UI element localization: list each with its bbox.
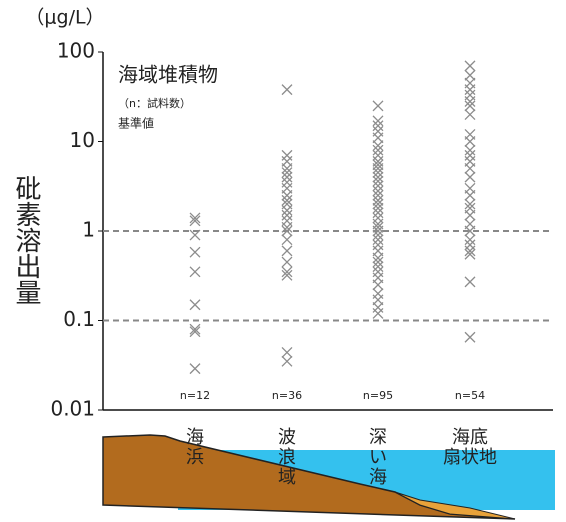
marker	[190, 267, 200, 277]
marker	[190, 247, 200, 257]
marker	[282, 177, 292, 187]
marker	[282, 235, 292, 245]
category-label: 海浜	[186, 427, 204, 468]
n-label: n=54	[455, 389, 485, 402]
marker	[373, 308, 383, 318]
n-label: n=36	[272, 389, 302, 402]
marker	[465, 85, 475, 95]
marker	[465, 172, 475, 182]
y-axis-title: 砒素溶出量	[11, 175, 41, 305]
y-tick-label: 10	[70, 128, 95, 152]
marker	[282, 257, 292, 267]
category-label: 波浪域	[278, 427, 296, 488]
marker	[282, 246, 292, 256]
marker	[373, 141, 383, 151]
marker	[465, 277, 475, 287]
y-tick-label: 0.01	[50, 397, 95, 421]
marker	[282, 190, 292, 200]
marker	[465, 190, 475, 200]
marker	[373, 145, 383, 155]
marker	[373, 240, 383, 250]
marker	[373, 181, 383, 191]
marker	[282, 356, 292, 366]
chart-title: 海域堆積物	[118, 63, 218, 87]
note: （n：試料数）	[118, 96, 191, 110]
marker	[373, 121, 383, 131]
y-tick-label: 1	[82, 218, 95, 242]
marker	[465, 61, 475, 71]
marker	[373, 235, 383, 245]
marker	[282, 85, 292, 95]
marker	[282, 150, 292, 160]
marker	[465, 137, 475, 147]
marker	[465, 240, 475, 250]
marker	[465, 110, 475, 120]
marker	[373, 101, 383, 111]
marker	[282, 210, 292, 220]
n-label: n=95	[363, 389, 393, 402]
chart: （μg/L） 海域堆積物 （n：試料数） 基準値 砒素溶出量 0.01 0.1 1 1…	[0, 0, 566, 522]
marker	[465, 332, 475, 342]
marker	[373, 208, 383, 218]
marker	[373, 262, 383, 272]
category-label: 海底扇状地	[443, 427, 497, 468]
marker	[282, 172, 292, 182]
marker	[190, 324, 200, 334]
n-label: n=12	[180, 389, 210, 402]
marker	[465, 163, 475, 173]
marker	[465, 145, 475, 155]
y-tick-label: 0.1	[63, 307, 95, 331]
marker	[373, 280, 383, 290]
marker	[282, 205, 292, 215]
category-label: 深い海	[369, 427, 387, 488]
marker	[373, 267, 383, 277]
marker	[465, 210, 475, 220]
reference-label: 基準値	[118, 116, 154, 131]
marker	[373, 116, 383, 126]
marker	[373, 150, 383, 160]
marker	[465, 235, 475, 245]
marker	[190, 364, 200, 374]
unit: （μg/L）	[25, 7, 104, 29]
marker	[282, 347, 292, 357]
marker	[465, 150, 475, 160]
marker	[373, 302, 383, 312]
marker	[190, 300, 200, 310]
marker	[190, 327, 200, 337]
marker	[373, 213, 383, 223]
y-tick-label: 100	[57, 39, 95, 63]
